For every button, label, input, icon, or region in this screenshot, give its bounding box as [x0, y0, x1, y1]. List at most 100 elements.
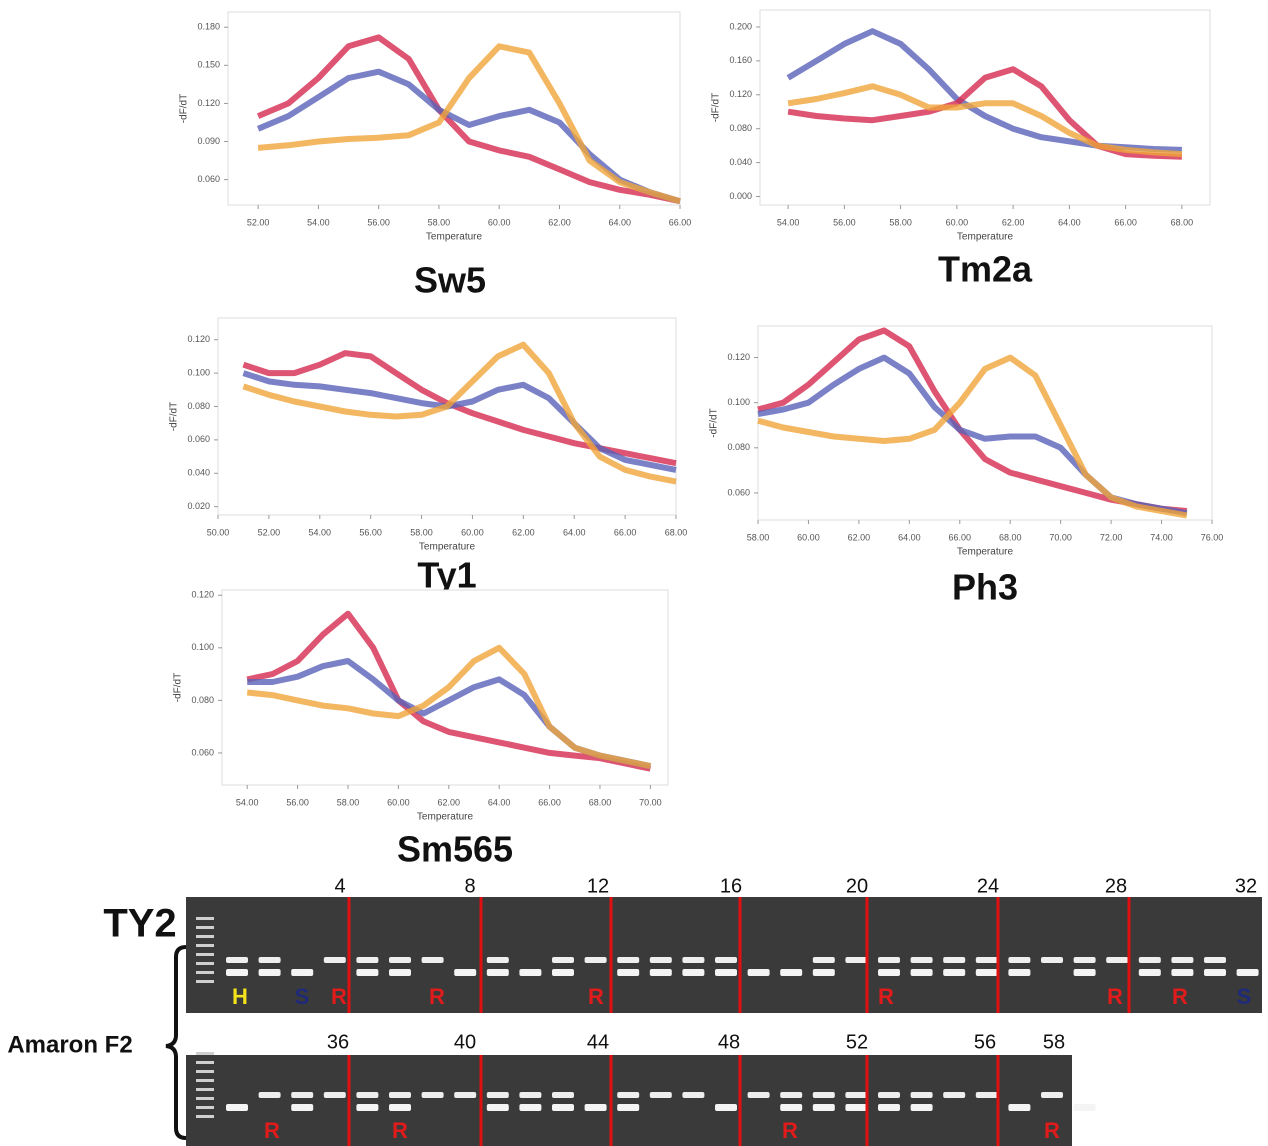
gel-band — [389, 969, 411, 976]
gel-band — [389, 1092, 411, 1098]
x-tick-label: 58.00 — [337, 797, 360, 807]
genotype-call: H — [232, 984, 248, 1009]
x-tick-label: 56.00 — [286, 797, 309, 807]
y-tick-label: 0.040 — [729, 157, 752, 167]
lane-number: 36 — [327, 1031, 349, 1053]
gel-band — [1236, 969, 1259, 976]
gel-band — [226, 957, 248, 963]
x-tick-label: 68.00 — [665, 527, 688, 537]
ladder-band — [196, 971, 214, 974]
gel-band — [715, 1104, 737, 1111]
x-tick-label: 54.00 — [307, 217, 330, 227]
y-axis-label: -dF/dT — [173, 673, 184, 702]
y-tick-label: 0.090 — [197, 136, 220, 146]
lane-number: 20 — [846, 875, 868, 897]
melt-curve — [256, 68, 681, 205]
melt-curve — [256, 34, 681, 205]
gel-band — [715, 969, 737, 976]
lane-number: 32 — [1235, 875, 1257, 897]
melt-curve — [257, 43, 681, 205]
gel-band — [747, 969, 770, 976]
ladder-band — [196, 1052, 214, 1055]
gel-band — [1073, 969, 1096, 976]
x-tick-label: 72.00 — [1100, 532, 1123, 542]
gel-band — [812, 969, 835, 976]
gel-band — [356, 1092, 379, 1098]
gel-band — [910, 1104, 933, 1111]
gel-band — [1008, 969, 1031, 976]
x-tick-label: 60.00 — [488, 217, 511, 227]
gel-band — [943, 969, 966, 976]
gel-band — [812, 957, 835, 963]
gel-band — [291, 1104, 314, 1111]
chart-title: Sm565 — [397, 829, 513, 870]
chart-title: Tm2a — [938, 249, 1033, 290]
genotype-call: R — [878, 984, 894, 1009]
gel-band — [1041, 957, 1063, 963]
x-tick-label: 62.00 — [1002, 217, 1025, 227]
x-tick-label: 58.00 — [410, 527, 433, 537]
gel-band — [910, 1092, 933, 1098]
x-tick-label: 70.00 — [1049, 532, 1072, 542]
y-tick-label: 0.040 — [187, 468, 210, 478]
gel-band — [291, 1092, 314, 1098]
chart-title: Sw5 — [414, 260, 486, 301]
gel-band — [1138, 957, 1161, 963]
gel-band — [552, 1104, 574, 1111]
x-tick-label: 74.00 — [1150, 532, 1173, 542]
y-tick-label: 0.120 — [197, 98, 220, 108]
x-axis-label: Temperature — [417, 812, 474, 823]
gel-band — [649, 1092, 672, 1098]
gel-band — [943, 1092, 966, 1098]
gel-band — [878, 1104, 900, 1111]
x-tick-label: 64.00 — [563, 527, 586, 537]
y-tick-label: 0.060 — [187, 434, 210, 444]
x-tick-label: 64.00 — [898, 532, 921, 542]
gel-band — [356, 957, 379, 963]
ladder-band — [196, 1115, 214, 1118]
gel-band — [323, 957, 346, 963]
y-tick-label: 0.100 — [727, 397, 750, 407]
gel-band — [421, 957, 444, 963]
genotype-call: R — [429, 984, 445, 1009]
lane-number: 56 — [974, 1031, 996, 1053]
gel-band — [356, 969, 379, 976]
gel-band — [486, 1092, 509, 1098]
gel-band — [943, 957, 966, 963]
x-tick-label: 58.00 — [889, 217, 912, 227]
gel-band — [1008, 957, 1031, 963]
plot-area — [217, 317, 677, 516]
gel-top — [186, 897, 1262, 1013]
melt-curve — [242, 370, 677, 473]
lane-number: 24 — [977, 875, 999, 897]
gel-band — [812, 1092, 835, 1098]
gel-band — [1106, 957, 1129, 963]
gel-band — [421, 1092, 444, 1098]
lane-number: 48 — [718, 1031, 740, 1053]
x-tick-label: 62.00 — [848, 532, 871, 542]
gel-band — [715, 957, 737, 963]
gel-band — [780, 1104, 803, 1111]
x-tick-label: 68.00 — [1171, 217, 1194, 227]
x-tick-label: 66.00 — [1114, 217, 1137, 227]
x-tick-label: 76.00 — [1201, 532, 1224, 542]
gel-band — [519, 1104, 542, 1111]
ladder-band — [196, 962, 214, 965]
gel-band — [258, 969, 281, 976]
y-axis-label: -dF/dT — [711, 93, 722, 122]
gel-band — [975, 1092, 998, 1098]
lane-number: 44 — [587, 1031, 609, 1053]
genotype-call: R — [1107, 984, 1123, 1009]
lane-number: 28 — [1105, 875, 1127, 897]
gel-band — [356, 1104, 379, 1111]
gel-band — [845, 1092, 868, 1098]
gel-band — [258, 957, 281, 963]
gel-marker: TY2 — [103, 902, 176, 946]
ladder-band — [196, 1097, 214, 1100]
x-tick-label: 62.00 — [548, 217, 571, 227]
gel-band — [1041, 1092, 1063, 1098]
gel-band — [910, 957, 933, 963]
gel-band — [226, 969, 248, 976]
gel-band — [584, 957, 607, 963]
x-tick-label: 64.00 — [488, 797, 511, 807]
